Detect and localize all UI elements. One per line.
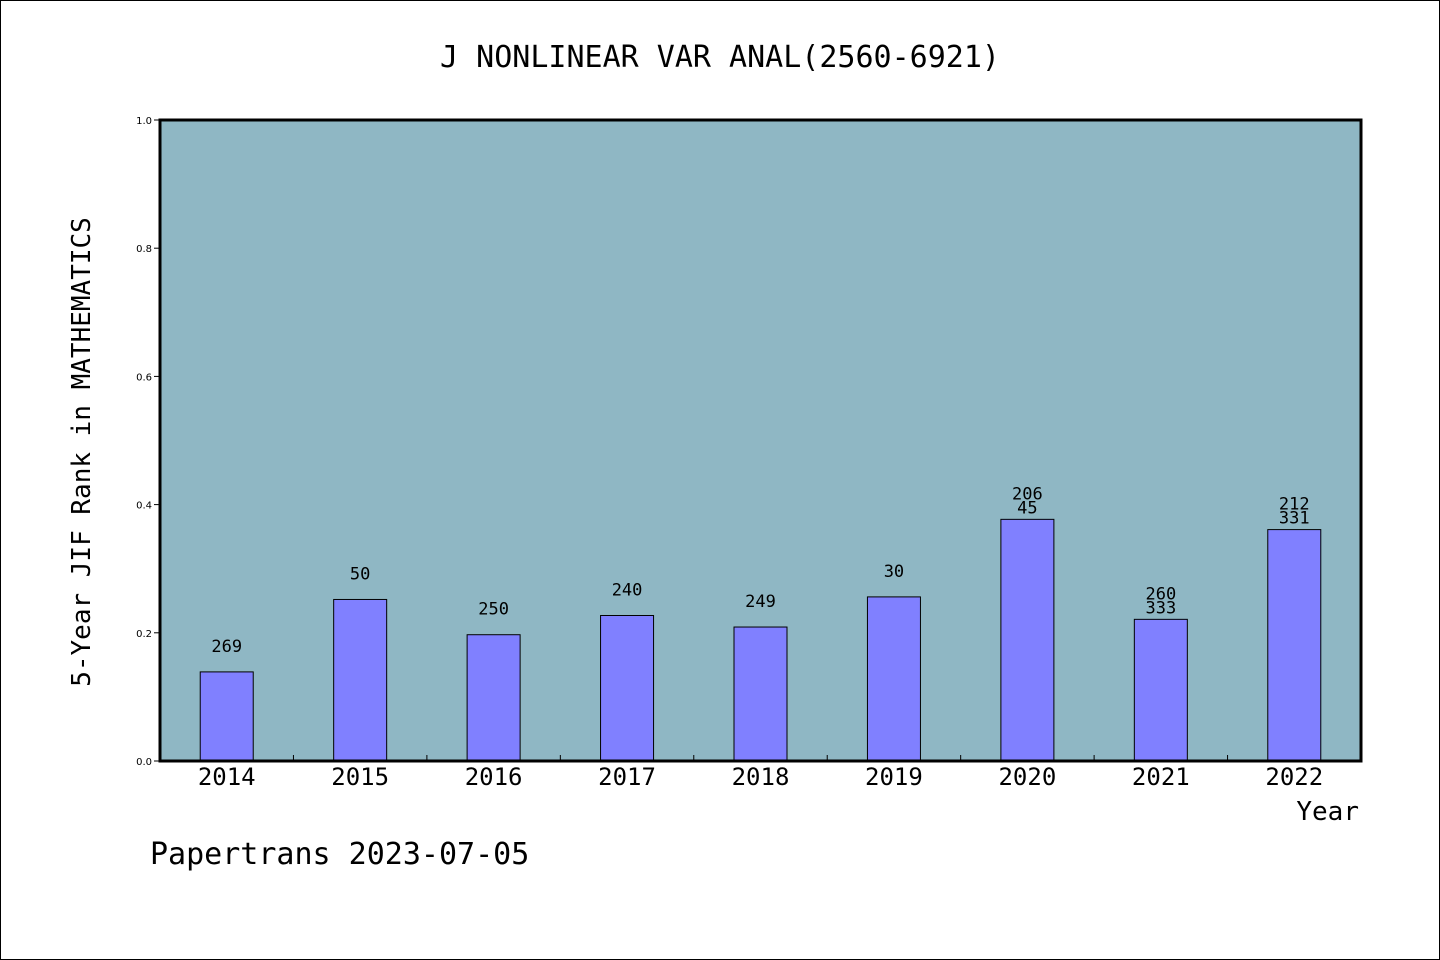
bar-2021 bbox=[1133, 618, 1188, 762]
x-axis: 2014 2015 2016 2017 2018 2019 2020 2021 2022 bbox=[198, 755, 1323, 791]
data-label-2020-0: 206 bbox=[1012, 484, 1043, 504]
x-tick-label-2015: 2015 bbox=[331, 763, 389, 791]
credit-text: Papertrans 2023-07-05 bbox=[150, 837, 529, 872]
x-tick-label-2016: 2016 bbox=[465, 763, 523, 791]
bar-2016 bbox=[466, 634, 521, 762]
y-tick-label-1.0: 1.0 bbox=[136, 116, 152, 127]
bar-2020 bbox=[1000, 518, 1055, 762]
y-tick-label-0.6: 0.6 bbox=[136, 372, 152, 383]
data-label-2021-0: 260 bbox=[1145, 584, 1176, 604]
x-tick-label-2019: 2019 bbox=[865, 763, 923, 791]
y-tick-label-0.4: 0.4 bbox=[136, 501, 152, 512]
chart-title: J NONLINEAR VAR ANAL(2560-6921) bbox=[440, 40, 1000, 75]
data-label-2015-0: 50 bbox=[350, 564, 370, 584]
data-label-2014-0: 269 bbox=[211, 637, 242, 657]
x-tick-label-2017: 2017 bbox=[598, 763, 656, 791]
data-label-2016-0: 250 bbox=[478, 600, 509, 620]
bar-2019 bbox=[866, 596, 921, 762]
x-tick-label-2022: 2022 bbox=[1265, 763, 1323, 791]
bar-2022 bbox=[1267, 529, 1322, 762]
y-tick-label-0.8: 0.8 bbox=[136, 244, 152, 255]
bar-2017 bbox=[600, 614, 655, 762]
bars-group bbox=[199, 518, 1322, 762]
data-label-2020-1: 45 bbox=[1017, 498, 1037, 518]
bar-2015 bbox=[333, 598, 388, 762]
y-tick-label-0.2: 0.2 bbox=[136, 629, 152, 640]
x-tick-label-2014: 2014 bbox=[198, 763, 256, 791]
x-tick-label-2021: 2021 bbox=[1132, 763, 1190, 791]
plot-border bbox=[158, 118, 1363, 763]
data-label-2018-0: 249 bbox=[745, 592, 776, 612]
bar-2018 bbox=[733, 626, 788, 762]
x-tick-label-2020: 2020 bbox=[998, 763, 1056, 791]
x-tick-label-2018: 2018 bbox=[732, 763, 790, 791]
data-label-2019-0: 30 bbox=[884, 562, 904, 582]
data-label-2021-1: 333 bbox=[1145, 598, 1176, 618]
y-axis-label: 5-Year JIF Rank in MATHEMATICS bbox=[67, 217, 97, 687]
data-label-2017-0: 240 bbox=[612, 580, 643, 600]
x-axis-label: Year bbox=[1296, 797, 1359, 827]
bar-2014 bbox=[199, 671, 254, 762]
y-tick-label-0.0: 0.0 bbox=[136, 757, 152, 768]
data-label-2022-1: 331 bbox=[1279, 509, 1310, 529]
data-label-2022-0: 212 bbox=[1279, 495, 1310, 515]
y-axis: 0.0 0.2 0.4 0.6 0.8 1.0 bbox=[136, 116, 160, 768]
